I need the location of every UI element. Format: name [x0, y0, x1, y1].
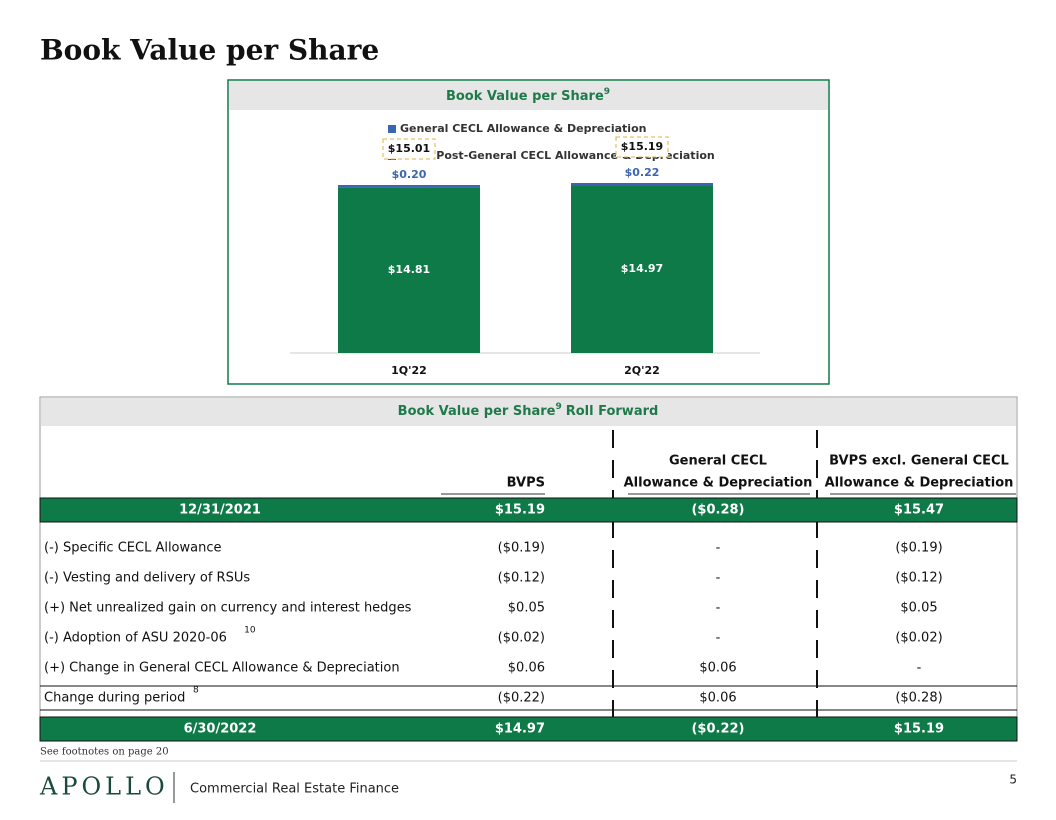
- column-header: BVPS: [507, 476, 545, 491]
- logo: APOLLO: [39, 773, 169, 801]
- division: Commercial Real Estate Finance: [190, 782, 399, 797]
- column-header: Allowance & Depreciation: [825, 476, 1014, 491]
- row-note: 10: [244, 626, 256, 636]
- chart-title-text: Book Value per Share: [446, 89, 604, 104]
- cell: $0.05: [508, 601, 545, 616]
- row-label: (-) Adoption of ASU 2020-06: [44, 631, 227, 646]
- table-header: [41, 398, 1016, 426]
- cell: -: [716, 601, 721, 616]
- cell: ($0.22): [691, 722, 744, 737]
- cell: ($0.22): [498, 691, 545, 706]
- table-title-suffix: Roll Forward: [566, 404, 659, 419]
- legend-label: General CECL Allowance & Depreciation: [400, 122, 646, 135]
- cell: -: [917, 661, 922, 676]
- data-label: $0.22: [625, 166, 660, 179]
- data-label: $14.81: [388, 263, 430, 276]
- cell: $0.05: [900, 601, 937, 616]
- row-band: [39, 497, 1018, 523]
- cell: -: [716, 541, 721, 556]
- row-label: (+) Net unrealized gain on currency and …: [44, 601, 412, 616]
- x-tick-label: 2Q'22: [624, 364, 660, 377]
- cell: ($0.02): [498, 631, 545, 646]
- x-tick-label: 1Q'22: [391, 364, 427, 377]
- table-title-note: 9: [555, 402, 561, 412]
- cell: ($0.19): [498, 541, 545, 556]
- cell: $0.06: [508, 661, 545, 676]
- table-title: Book Value per Share9 Roll Forward: [398, 402, 659, 419]
- total-box: [382, 138, 436, 160]
- cell: $14.97: [495, 722, 545, 737]
- cell: ($0.02): [895, 631, 942, 646]
- page-number: 5: [1009, 773, 1017, 787]
- row-label: (-) Vesting and delivery of RSUs: [44, 571, 250, 586]
- bar-segment: [338, 185, 480, 188]
- footnote: See footnotes on page 20: [40, 747, 169, 758]
- row-label: 12/31/2021: [179, 503, 261, 518]
- cell: $15.19: [495, 503, 545, 518]
- bar-segment: [571, 183, 713, 186]
- column-header: Allowance & Depreciation: [624, 476, 813, 491]
- row-label: (-) Specific CECL Allowance: [44, 541, 222, 556]
- total-label: $15.01: [388, 142, 430, 155]
- row-band: [39, 716, 1018, 742]
- table-title-text: Book Value per Share: [398, 404, 556, 419]
- chart-header: [229, 81, 828, 110]
- cell: $0.06: [699, 691, 736, 706]
- row-note: 8: [193, 686, 199, 696]
- cell: ($0.19): [895, 541, 942, 556]
- cell: ($0.12): [895, 571, 942, 586]
- total-box: [615, 136, 669, 158]
- cell: ($0.12): [498, 571, 545, 586]
- row-label: (+) Change in General CECL Allowance & D…: [44, 661, 400, 676]
- column-header: General CECL: [669, 454, 767, 469]
- row-label: 6/30/2022: [184, 722, 257, 737]
- cell: $0.06: [699, 661, 736, 676]
- table-frame: [39, 396, 1018, 742]
- cell: ($0.28): [691, 503, 744, 518]
- cell: -: [716, 631, 721, 646]
- cell: $15.47: [894, 503, 944, 518]
- chart-frame: [227, 79, 830, 385]
- data-label: $14.97: [621, 262, 663, 275]
- bar-segment: [338, 187, 480, 353]
- total-label: $15.19: [621, 140, 663, 153]
- cell: ($0.28): [895, 691, 942, 706]
- column-header: BVPS excl. General CECL: [829, 454, 1009, 469]
- data-label: $0.20: [392, 168, 427, 181]
- bar-segment: [571, 185, 713, 353]
- cell: $15.19: [894, 722, 944, 737]
- cell: -: [716, 571, 721, 586]
- legend-swatch: [388, 125, 396, 133]
- row-label: Change during period: [44, 691, 185, 706]
- slide-title: Book Value per Share: [40, 34, 379, 67]
- chart-title: Book Value per Share9: [446, 87, 610, 104]
- chart-title-note: 9: [604, 87, 610, 97]
